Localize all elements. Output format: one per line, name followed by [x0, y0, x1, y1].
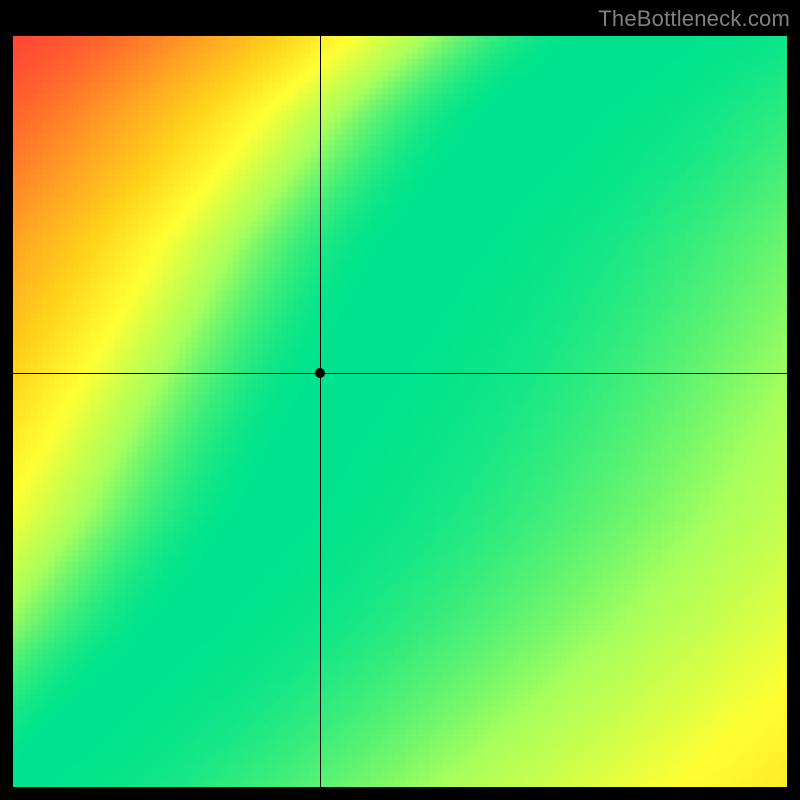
heatmap-canvas: [13, 36, 787, 787]
crosshair-marker: [315, 368, 325, 378]
heatmap-plot: [13, 36, 787, 787]
crosshair-vertical: [320, 36, 321, 787]
watermark-text: TheBottleneck.com: [598, 6, 790, 32]
crosshair-horizontal: [13, 373, 787, 374]
figure-root: TheBottleneck.com: [0, 0, 800, 800]
